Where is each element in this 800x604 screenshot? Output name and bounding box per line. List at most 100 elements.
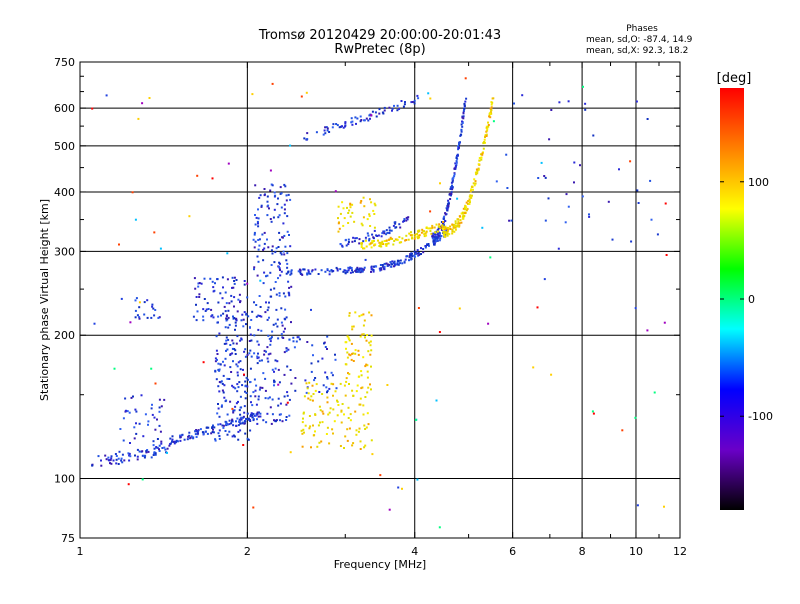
scatter-point [227, 326, 230, 329]
scatter-point [450, 181, 453, 184]
scatter-point [288, 338, 291, 341]
scatter-point [274, 281, 277, 283]
scatter-point [550, 373, 553, 376]
scatter-point [269, 288, 272, 291]
scatter-point [422, 251, 425, 254]
scatter-point [254, 184, 257, 187]
scatter-point [294, 377, 297, 379]
scatter-point [336, 414, 339, 417]
x-axis-label: Frequency [MHz] [334, 558, 426, 571]
scatter-point [422, 230, 425, 233]
scatter-point [351, 269, 353, 272]
scatter-point [214, 438, 217, 441]
scatter-point [236, 374, 239, 377]
scatter-point [379, 474, 382, 477]
scatter-point [279, 419, 281, 422]
scatter-point [263, 271, 266, 274]
scatter-point [260, 205, 263, 208]
scatter-point [540, 161, 543, 164]
scatter-point [269, 169, 272, 172]
scatter-point [268, 301, 270, 304]
scatter-point [416, 233, 419, 235]
scatter-point [288, 286, 291, 289]
scatter-point [266, 238, 268, 241]
scatter-point [374, 243, 377, 246]
y-tick-label: 500 [54, 140, 75, 153]
scatter-point [398, 107, 401, 110]
scatter-point [364, 336, 366, 339]
scatter-point [307, 270, 310, 273]
scatter-point [350, 117, 353, 120]
scatter-point [119, 428, 122, 430]
scatter-point [489, 113, 492, 115]
scatter-point [635, 100, 638, 103]
scatter-point [225, 399, 228, 402]
scatter-point [225, 302, 228, 305]
scatter-point [323, 342, 325, 345]
scatter-point [232, 424, 235, 427]
scatter-point [217, 301, 220, 304]
scatter-point [266, 195, 269, 198]
scatter-point [134, 454, 136, 457]
scatter-point [351, 352, 354, 355]
scatter-point [228, 378, 231, 380]
scatter-point [223, 364, 226, 367]
scatter-point [433, 226, 436, 229]
scatter-point [136, 448, 139, 451]
scatter-point [264, 389, 267, 392]
scatter-point [297, 270, 300, 273]
scatter-point [364, 444, 367, 447]
scatter-point [234, 349, 237, 352]
scatter-point [131, 191, 134, 194]
scatter-point [236, 383, 239, 386]
scatter-point [360, 267, 363, 270]
scatter-point [352, 442, 355, 445]
scatter-point [142, 435, 145, 438]
scatter-point [115, 455, 118, 457]
scatter-point [340, 410, 343, 413]
scatter-point [280, 321, 283, 324]
scatter-point [290, 382, 293, 385]
scatter-point [140, 394, 143, 397]
scatter-point [138, 317, 141, 320]
scatter-point [258, 388, 261, 391]
scatter-point [233, 317, 236, 319]
scatter-point [278, 267, 281, 270]
scatter-point [273, 379, 275, 382]
scatter-point [186, 438, 189, 441]
scatter-point [253, 378, 256, 381]
scatter-point [278, 261, 281, 264]
scatter-point [163, 398, 166, 401]
scatter-point [227, 316, 230, 319]
scatter-point [438, 331, 441, 333]
scatter-point [416, 478, 419, 481]
scatter-point [342, 224, 345, 227]
scatter-point [306, 341, 309, 343]
scatter-point [360, 374, 363, 377]
scatter-point [468, 199, 471, 202]
scatter-point [366, 391, 369, 394]
scatter-point [239, 395, 242, 398]
scatter-point [354, 311, 357, 314]
scatter-point [277, 277, 279, 280]
scatter-point [181, 433, 184, 436]
scatter-point [344, 125, 346, 128]
scatter-point [483, 138, 486, 141]
scatter-point [210, 432, 213, 435]
scatter-point [153, 447, 156, 450]
scatter-point [443, 235, 446, 238]
scatter-point [369, 225, 372, 227]
scatter-point [326, 396, 329, 399]
scatter-point [267, 246, 270, 249]
scatter-point [303, 137, 306, 140]
scatter-point [339, 268, 342, 271]
scatter-point [141, 102, 144, 105]
scatter-point [285, 194, 288, 197]
scatter-point [284, 327, 286, 330]
scatter-point [197, 285, 200, 288]
scatter-point [435, 238, 438, 241]
scatter-point [416, 252, 419, 255]
scatter-point [270, 249, 273, 252]
scatter-point [663, 321, 666, 324]
scatter-point [361, 333, 364, 336]
